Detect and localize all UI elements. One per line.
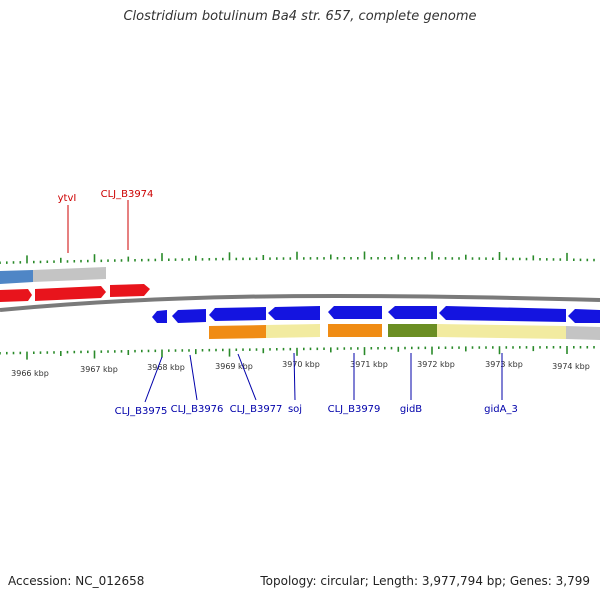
reverse-gene-labels: CLJ_B3975 CLJ_B3976 CLJ_B3977 soj CLJ_B3… [115, 352, 518, 417]
reverse-cds-track [152, 306, 600, 323]
gene-label-CLJ_B3979: CLJ_B3979 [328, 404, 381, 415]
accession-label: Accession: NC_012658 [8, 574, 145, 588]
cds-arrow-forward [110, 284, 150, 297]
scale-label: 3966 kbp [11, 369, 49, 378]
cds-arrow-forward [35, 286, 106, 301]
gene-label-CLJ_B3975: CLJ_B3975 [115, 406, 168, 417]
label-leader-line [189, 354, 198, 401]
cds-arrow-reverse [388, 306, 437, 319]
scale-label: 3969 kbp [215, 362, 253, 371]
scale-label: 3967 kbp [80, 365, 118, 374]
cog-block-yellow [266, 324, 320, 338]
gene-label-CLJ_B3976: CLJ_B3976 [171, 404, 224, 415]
label-leader-line [237, 353, 257, 401]
scale-labels: 3966 kbp 3967 kbp 3968 kbp 3969 kbp 3970… [11, 360, 590, 378]
map-title: Clostridium botulinum Ba4 str. 657, comp… [123, 9, 477, 24]
scale-label: 3970 kbp [282, 360, 320, 369]
scale-label: 3972 kbp [417, 360, 455, 369]
cds-arrow-reverse [439, 306, 566, 322]
cds-arrow-reverse [172, 309, 206, 323]
forward-gene-labels: ytvI CLJ_B3974 [58, 189, 154, 253]
cds-arrow-reverse [568, 309, 600, 323]
gene-label-CLJ_B3977: CLJ_B3977 [230, 404, 283, 415]
cds-arrow-forward [0, 289, 32, 302]
cog-block-blue [0, 270, 33, 284]
inner-tick-marks [0, 346, 595, 360]
cds-arrow-reverse [268, 306, 320, 320]
cds-arrow-reverse [328, 306, 382, 319]
scale-label: 3971 kbp [350, 360, 388, 369]
genome-stats-label: Topology: circular; Length: 3,977,794 bp… [260, 574, 590, 588]
gene-label-gidA_3: gidA_3 [484, 404, 518, 415]
genome-backbone [0, 293, 600, 312]
scale-label: 3968 kbp [147, 363, 185, 372]
gene-label-soj: soj [288, 404, 302, 415]
reverse-cog-track [209, 324, 600, 340]
gene-label-ytvI: ytvI [58, 193, 77, 204]
scale-label: 3973 kbp [485, 360, 523, 369]
cog-block-gray [33, 267, 106, 282]
cog-block-green [388, 324, 437, 337]
gene-label-CLJ_B3974: CLJ_B3974 [101, 189, 154, 200]
forward-cog-track [0, 267, 106, 284]
outer-tick-marks [0, 251, 595, 264]
cog-block-yellow [437, 324, 566, 339]
cog-block-gray [566, 326, 600, 340]
forward-cds-track [0, 284, 150, 302]
cds-arrow-reverse [209, 307, 266, 321]
gene-label-gidB: gidB [400, 404, 422, 415]
cds-arrow-reverse [152, 310, 167, 323]
scale-label: 3974 kbp [552, 362, 590, 371]
cog-block-orange [209, 325, 266, 339]
label-leader-line [293, 352, 296, 401]
label-leader-line [144, 356, 163, 403]
cog-block-orange [328, 324, 382, 337]
